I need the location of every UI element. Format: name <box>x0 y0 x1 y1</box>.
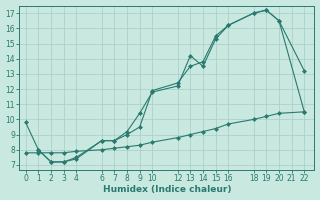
X-axis label: Humidex (Indice chaleur): Humidex (Indice chaleur) <box>103 185 231 194</box>
